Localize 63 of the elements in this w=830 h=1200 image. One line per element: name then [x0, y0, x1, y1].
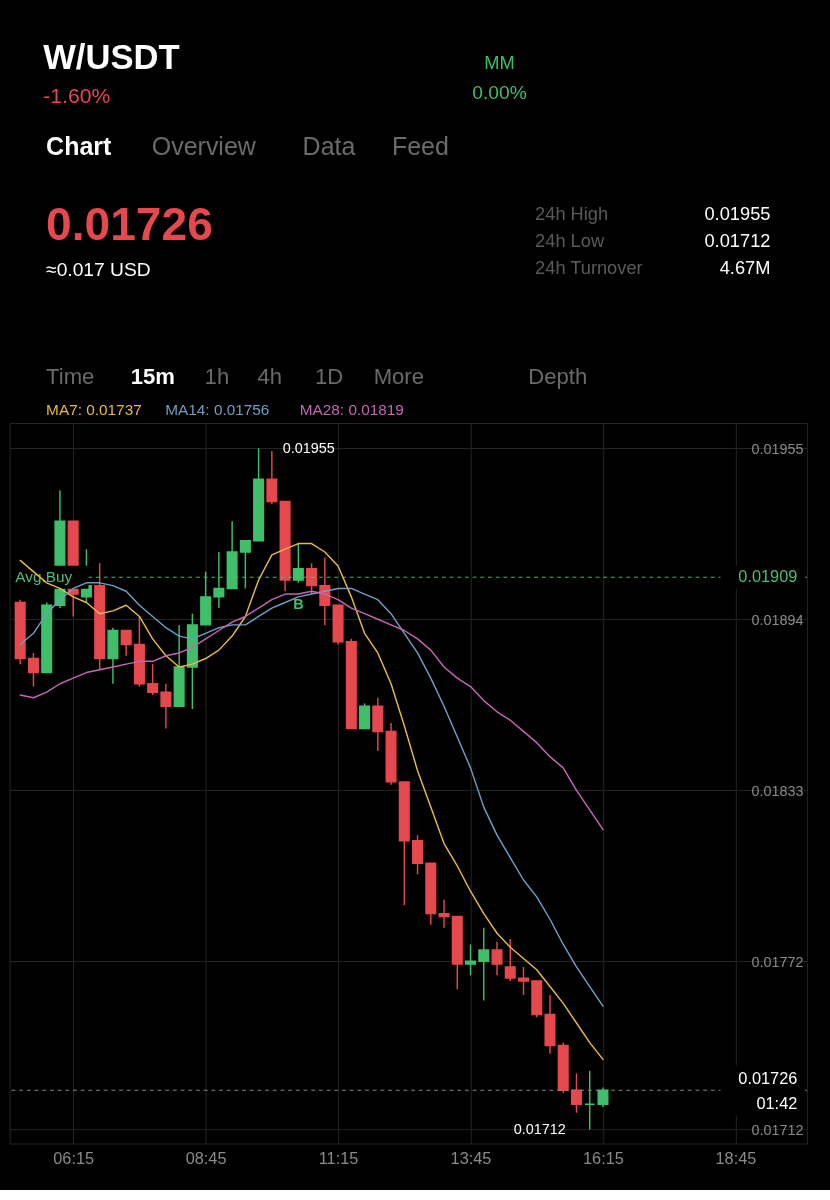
text: Depth	[528, 363, 588, 389]
candlestick	[306, 562, 318, 595]
annotation: 01:42	[756, 1093, 798, 1112]
text: 24h High	[535, 203, 609, 225]
y-tick-label: 0.01955	[751, 440, 804, 457]
annotation: 0.01955	[282, 440, 335, 457]
candlestick	[266, 450, 278, 506]
candlestick	[504, 938, 516, 982]
candlestick	[359, 702, 371, 730]
y-tick-label: 0.01833	[751, 782, 804, 799]
candlestick	[438, 898, 450, 929]
text: Chart	[46, 132, 112, 161]
text: 0.01712	[704, 230, 771, 252]
annotation: B	[293, 596, 304, 613]
x-tick-label: 06:15	[53, 1149, 95, 1168]
candlestick	[160, 683, 172, 730]
candlestick	[465, 943, 477, 977]
candlestick	[584, 1069, 596, 1131]
chart-title: W/USDT	[43, 37, 180, 76]
x-tick-label: 13:45	[450, 1149, 492, 1168]
candlestick	[213, 551, 225, 609]
candlestick	[120, 629, 132, 657]
annotation: 0.01726	[738, 1068, 798, 1087]
x-tick-label: 08:45	[185, 1149, 227, 1168]
text: 0.00%	[472, 82, 527, 104]
text: Data	[302, 132, 356, 161]
candlestick	[239, 540, 251, 590]
x-tick-label: 18:45	[715, 1149, 757, 1168]
text: 0.01726	[46, 197, 213, 250]
text: 0.01955	[704, 203, 771, 225]
text: 1D	[315, 363, 344, 389]
text: 15m	[130, 363, 175, 389]
x-tick-label: 11:15	[318, 1149, 359, 1168]
candlestick	[597, 1086, 609, 1108]
candlestick	[412, 834, 424, 876]
candlestick	[292, 542, 304, 584]
text: MM	[484, 51, 515, 73]
candlestick	[570, 1072, 583, 1114]
y-tick-label: 0.01894	[751, 611, 804, 628]
chart-subtitle: -1.60%	[43, 84, 111, 108]
candlestick	[27, 652, 39, 688]
text: MA28: 0.01819	[299, 401, 404, 419]
annotation: 0.01909	[738, 567, 798, 586]
text: MA14: 0.01756	[165, 401, 270, 419]
text: Time	[46, 363, 95, 389]
candlestick	[478, 926, 490, 1002]
text: 24h Turnover	[535, 257, 643, 279]
text: 4h	[257, 363, 283, 389]
y-tick-label: 0.01772	[751, 953, 804, 970]
text: Feed	[391, 132, 449, 161]
x-tick-label: 16:15	[583, 1149, 624, 1168]
annotation: 0.01712	[513, 1121, 566, 1138]
y-tick-label: 0.01712	[751, 1121, 804, 1138]
candlestick	[517, 966, 530, 996]
text: 24h Low	[535, 230, 605, 252]
text: 1h	[204, 363, 230, 389]
candlestick	[491, 940, 503, 977]
text: 4.67M	[719, 257, 771, 279]
text: More	[373, 363, 424, 389]
text: Overview	[151, 132, 257, 161]
candlestick	[147, 663, 159, 696]
text: MA7: 0.01737	[46, 401, 142, 419]
text: ≈0.017 USD	[46, 259, 151, 281]
